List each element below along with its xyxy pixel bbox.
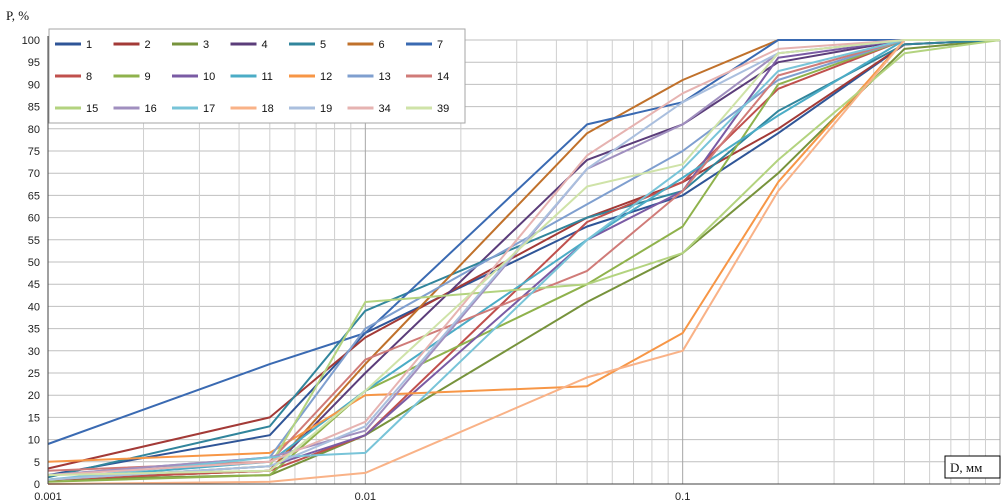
legend-label-5: 5 xyxy=(320,39,326,51)
legend-label-7: 7 xyxy=(437,39,443,51)
y-tick-label: 25 xyxy=(28,368,40,380)
legend-label-4: 4 xyxy=(262,39,268,51)
y-tick-label: 95 xyxy=(28,57,40,69)
legend-label-34: 34 xyxy=(379,103,391,115)
series-line-15 xyxy=(47,39,1001,481)
legend-label-15: 15 xyxy=(86,103,98,115)
legend-label-39: 39 xyxy=(437,103,449,115)
legend-label-12: 12 xyxy=(320,71,332,83)
y-tick-label: 20 xyxy=(28,390,40,402)
y-tick-label: 60 xyxy=(28,213,40,225)
legend-label-16: 16 xyxy=(145,103,157,115)
legend-label-9: 9 xyxy=(145,71,151,83)
y-tick-label: 85 xyxy=(28,102,40,114)
x-tick-label: 0.1 xyxy=(675,491,690,503)
x-tick-label: 0.01 xyxy=(355,491,376,503)
y-axis-title: P, % xyxy=(6,8,29,23)
x-tick-label: 0.001 xyxy=(34,491,62,503)
y-tick-label: 0 xyxy=(34,479,40,491)
y-tick-label: 40 xyxy=(28,301,40,313)
y-tick-label: 70 xyxy=(28,168,40,180)
legend-label-8: 8 xyxy=(86,71,92,83)
y-tick-label: 90 xyxy=(28,79,40,91)
axes: 0510152025303540455055606570758085909510… xyxy=(22,35,1000,503)
legend-label-14: 14 xyxy=(437,71,449,83)
series-line-2 xyxy=(47,39,1001,470)
legend-box xyxy=(48,28,466,124)
legend-label-6: 6 xyxy=(379,39,385,51)
x-axis-title: D, мм xyxy=(950,460,982,475)
y-tick-label: 10 xyxy=(28,435,40,447)
plot-area xyxy=(47,39,1001,485)
legend-label-13: 13 xyxy=(379,71,391,83)
series-line-7 xyxy=(47,39,1000,445)
series-line-3 xyxy=(47,39,1001,481)
legend-label-17: 17 xyxy=(203,103,215,115)
legend-label-3: 3 xyxy=(203,39,209,51)
legend-label-18: 18 xyxy=(262,103,274,115)
y-tick-label: 35 xyxy=(28,324,40,336)
legend-label-1: 1 xyxy=(86,39,92,51)
y-tick-label: 80 xyxy=(28,124,40,136)
legend-label-10: 10 xyxy=(203,71,215,83)
legend-label-11: 11 xyxy=(262,71,273,83)
y-tick-label: 30 xyxy=(28,346,40,358)
series-line-11 xyxy=(47,39,1000,481)
legend-label-2: 2 xyxy=(145,39,151,51)
y-tick-label: 50 xyxy=(28,257,40,269)
legend-label-19: 19 xyxy=(320,103,332,115)
y-tick-label: 45 xyxy=(28,279,40,291)
series-line-18 xyxy=(47,39,1000,485)
y-tick-label: 15 xyxy=(28,412,40,424)
y-tick-label: 100 xyxy=(22,35,40,47)
y-tick-label: 65 xyxy=(28,190,40,202)
y-tick-label: 5 xyxy=(34,457,40,469)
y-tick-label: 75 xyxy=(28,146,40,158)
y-tick-label: 55 xyxy=(28,235,40,247)
series-line-39 xyxy=(47,39,1000,477)
x-axis-title-box: D, мм xyxy=(944,455,1001,479)
